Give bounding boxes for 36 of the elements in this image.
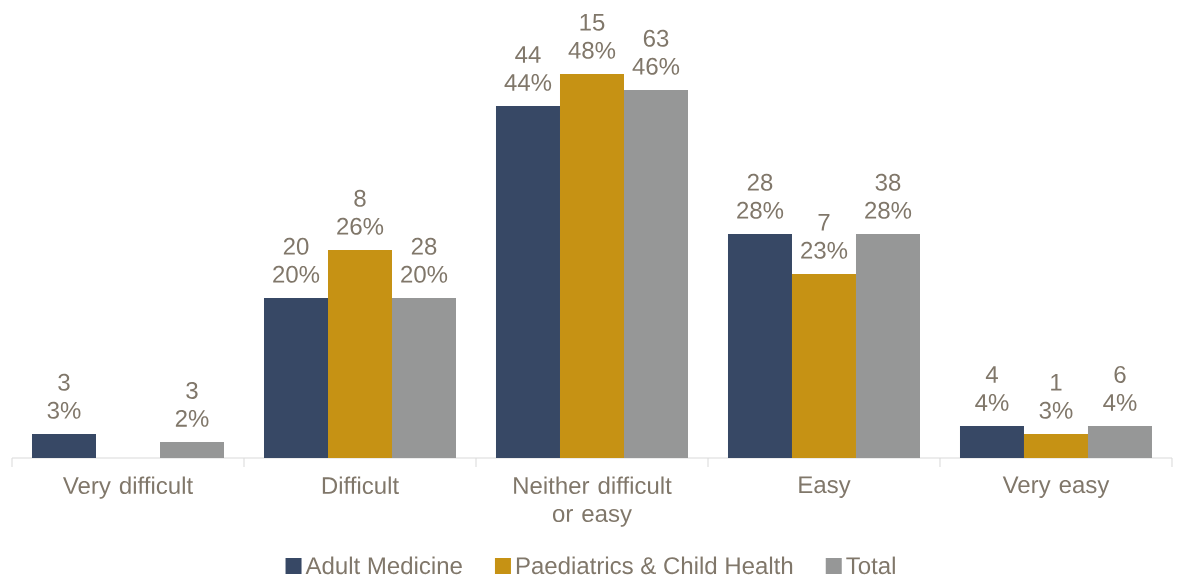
x-tick-label: Very difficult [62,476,193,499]
legend-label: Adult Medicine [305,556,462,575]
data-label: 44 44% [504,46,552,91]
bar [623,90,688,458]
x-tick-label: Very easy [1002,476,1110,498]
bar [1087,426,1152,458]
data-label: 38 28% [865,173,912,219]
x-tick-label: Easy [799,476,851,498]
data-label: 28 20% [401,237,448,283]
data-label: 6 4% [1103,365,1137,411]
data-label: 1 3% [1039,374,1073,419]
data-label: 15 48% [568,14,616,59]
data-label: 63 46% [632,29,680,75]
bar [495,106,560,458]
bar [32,434,96,458]
bar [392,298,456,458]
data-label: 28 28% [737,173,784,219]
legend-label: Paediatrics & Child Health [516,556,793,575]
bar [1023,434,1088,458]
x-tick-label: Difficult [322,476,399,495]
bar [727,234,792,458]
data-label: 3 3% [47,373,81,419]
x-tick-label: Neither difficult or easy [514,476,672,527]
data-label: 7 23% [801,214,848,259]
data-label: 4 4% [975,366,1009,411]
data-label: 3 2% [175,381,209,427]
bar [791,274,856,458]
bar [559,74,624,458]
bar [264,298,328,458]
legend-label: Total [846,556,895,575]
bar [959,426,1024,458]
bar [328,250,392,458]
data-label: 8 26% [337,189,384,235]
bar [160,442,224,458]
data-label: 20 20% [273,237,320,283]
bar [855,234,920,458]
